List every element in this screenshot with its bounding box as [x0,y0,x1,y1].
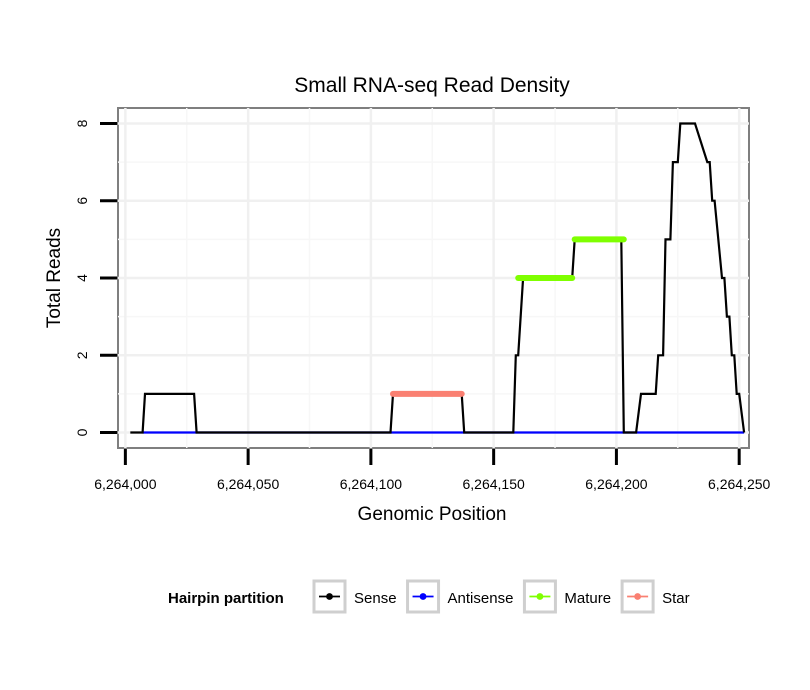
y-tick-label: 6 [74,197,90,205]
x-tick-label: 6,264,250 [708,476,770,492]
legend-label-sense: Sense [354,590,397,607]
x-tick-label: 6,264,150 [463,476,525,492]
x-axis-title: Genomic Position [358,504,507,525]
legend: Hairpin partition Sense Antisense Mature St… [168,579,690,614]
x-axis: 6,264,000 6,264,050 6,264,100 6,264,150 6,26… [94,449,771,492]
legend-entry-star: Star [620,579,690,614]
y-axis-title: Total Reads [44,228,65,328]
legend-key-point [326,593,333,600]
legend-label-mature: Mature [564,590,611,607]
legend-key-point [419,593,427,600]
legend-entry-mature: Mature [522,579,611,614]
x-tick-label: 6,264,200 [585,476,647,492]
legend-title: Hairpin partition [168,590,284,607]
legend-key-point [634,593,642,600]
x-tick-label: 6,264,000 [94,476,156,492]
legend-label-star: Star [662,590,690,607]
legend-entry-antisense: Antisense [406,579,514,614]
x-tick-label: 6,264,050 [217,476,279,492]
y-tick-label: 0 [74,428,90,436]
x-tick-label: 6,264,100 [340,476,402,492]
chart-title: Small RNA-seq Read Density [294,74,570,97]
legend-key-point [536,593,544,600]
legend-label-antisense: Antisense [448,590,514,607]
y-tick-label: 2 [74,351,90,359]
y-axis: 0 2 4 6 8 [74,119,117,436]
y-tick-label: 8 [74,119,90,127]
y-tick-label: 4 [74,274,90,282]
legend-entry-sense: Sense [312,579,397,614]
series-layer [130,122,746,434]
